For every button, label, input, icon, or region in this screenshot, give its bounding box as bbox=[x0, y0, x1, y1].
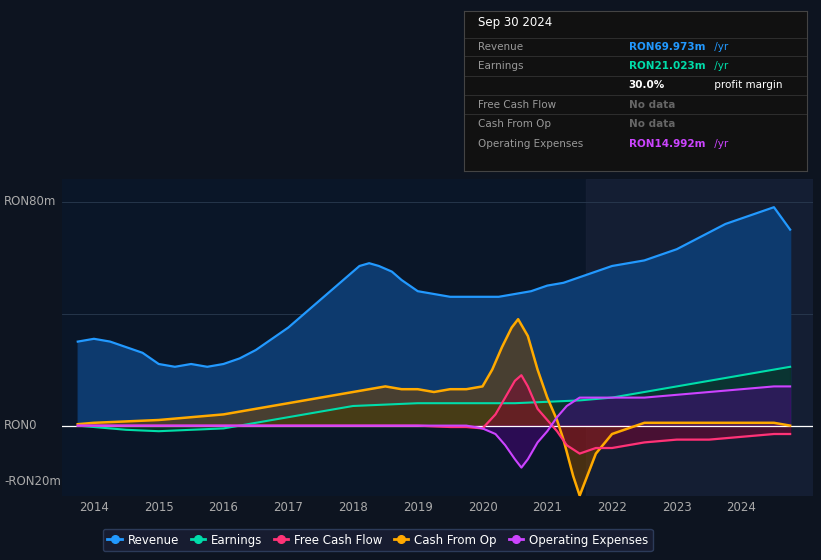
Text: RON14.992m: RON14.992m bbox=[629, 139, 705, 150]
Text: Revenue: Revenue bbox=[478, 42, 523, 52]
Text: RON0: RON0 bbox=[4, 419, 38, 432]
Text: profit margin: profit margin bbox=[711, 81, 782, 90]
Text: -RON20m: -RON20m bbox=[4, 475, 61, 488]
Text: RON21.023m: RON21.023m bbox=[629, 61, 705, 71]
Text: RON69.973m: RON69.973m bbox=[629, 42, 705, 52]
Text: /yr: /yr bbox=[711, 139, 728, 150]
Text: /yr: /yr bbox=[711, 61, 728, 71]
Text: No data: No data bbox=[629, 119, 675, 129]
Text: Earnings: Earnings bbox=[478, 61, 523, 71]
Text: Cash From Op: Cash From Op bbox=[478, 119, 551, 129]
Text: Sep 30 2024: Sep 30 2024 bbox=[478, 16, 552, 29]
Legend: Revenue, Earnings, Free Cash Flow, Cash From Op, Operating Expenses: Revenue, Earnings, Free Cash Flow, Cash … bbox=[103, 529, 653, 551]
Text: 30.0%: 30.0% bbox=[629, 81, 665, 90]
Bar bbox=[586, 179, 819, 496]
Text: /yr: /yr bbox=[711, 42, 728, 52]
Text: Free Cash Flow: Free Cash Flow bbox=[478, 100, 556, 110]
Text: RON80m: RON80m bbox=[4, 195, 57, 208]
Text: Operating Expenses: Operating Expenses bbox=[478, 139, 583, 150]
Text: No data: No data bbox=[629, 100, 675, 110]
